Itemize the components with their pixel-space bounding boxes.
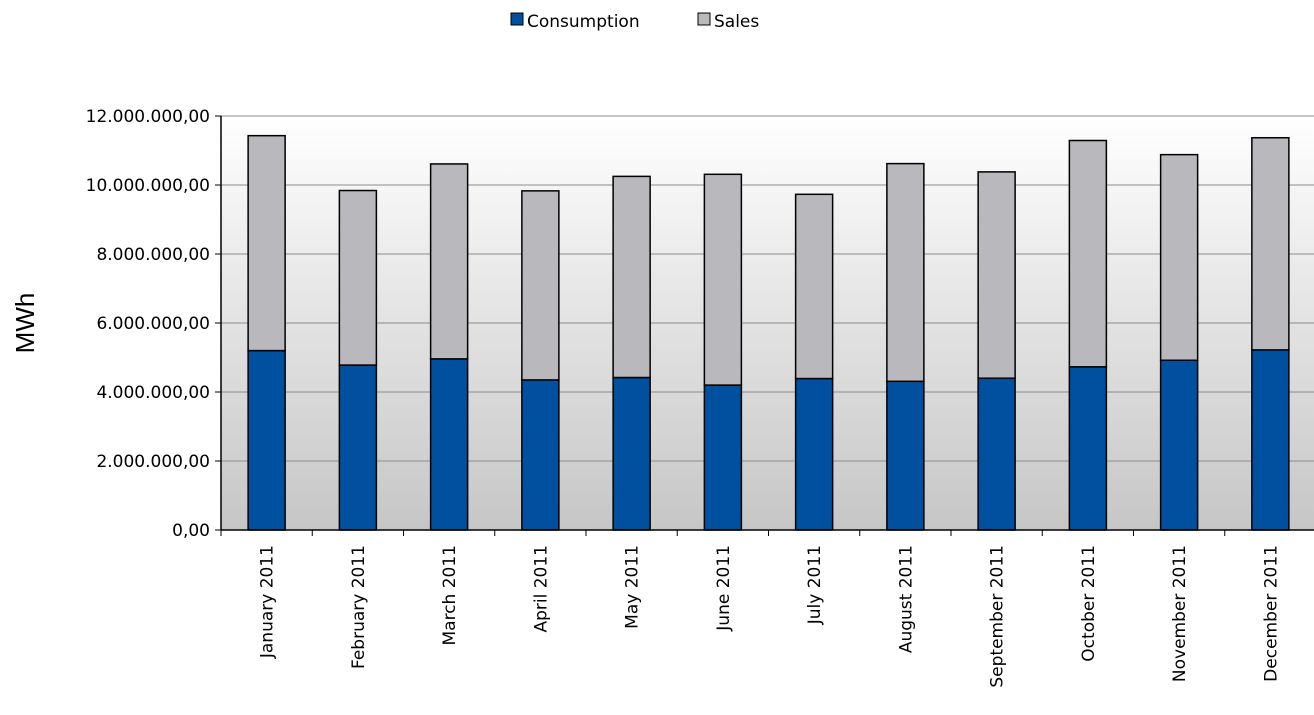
bar-sales-3 [429,163,469,360]
legend-swatch-consumption [510,12,524,26]
y-tick-label: 2.000.000,00 [96,452,210,472]
bar-consumption-5 [612,376,651,531]
y-tick-label: 6.000.000,00 [96,314,210,334]
y-tick-label: 12.000.000,00 [86,107,210,127]
bar-sales-1 [247,134,286,352]
x-tick-label: June 2011 [714,545,734,632]
bar-sales-7 [794,193,834,380]
x-tick-label: September 2011 [988,545,1008,688]
legend-label-consumption: Consumption [527,12,640,32]
x-tick-label: March 2011 [440,545,460,646]
bar-sales-11 [1159,153,1199,362]
bars [247,134,1290,531]
x-axis: January 2011 February 2011 March 2011 April… [220,529,1314,688]
x-tick-label: August 2011 [896,545,916,653]
y-tick-label: 8.000.000,00 [96,245,210,265]
y-tick-label: 4.000.000,00 [96,383,210,403]
y-axis: 0,00 2.000.000,00 4.000.000,00 6.000.000,00… [86,107,222,541]
legend-swatch-sales [697,12,711,26]
bar-sales-2 [338,189,378,366]
y-tick-label: 0,00 [172,521,210,541]
bar-consumption-9 [977,377,1016,531]
bar-consumption-6 [703,384,743,531]
y-tick-label: 10.000.000,00 [86,176,210,196]
bar-sales-5 [612,175,651,379]
bar-consumption-8 [886,380,925,531]
bar-sales-10 [1068,139,1108,368]
bar-consumption-4 [521,379,560,531]
x-tick-label: November 2011 [1170,545,1190,682]
y-axis-title: MWh [10,293,40,354]
x-tick-label: April 2011 [531,545,551,633]
bar-sales-9 [977,171,1016,379]
bar-sales-4 [521,190,560,381]
x-tick-label: December 2011 [1261,545,1281,682]
bar-consumption-12 [1251,349,1290,531]
x-tick-label: January 2011 [258,545,278,659]
gridlines [221,115,1314,462]
x-tick-label: October 2011 [1079,545,1099,662]
x-tick-label: February 2011 [349,545,369,669]
bar-sales-8 [886,162,925,383]
bar-consumption-3 [429,358,469,531]
bar-consumption-7 [794,377,834,531]
bar-sales-12 [1251,136,1290,351]
bar-consumption-2 [338,364,378,531]
bar-consumption-11 [1159,359,1199,531]
x-tick-label: July 2011 [805,545,825,625]
x-tick-label: May 2011 [623,545,643,629]
legend: Consumption Sales [510,12,759,32]
bar-sales-6 [703,173,743,386]
legend-label-sales: Sales [714,12,759,32]
bar-consumption-10 [1068,366,1108,531]
bar-consumption-1 [247,349,286,531]
